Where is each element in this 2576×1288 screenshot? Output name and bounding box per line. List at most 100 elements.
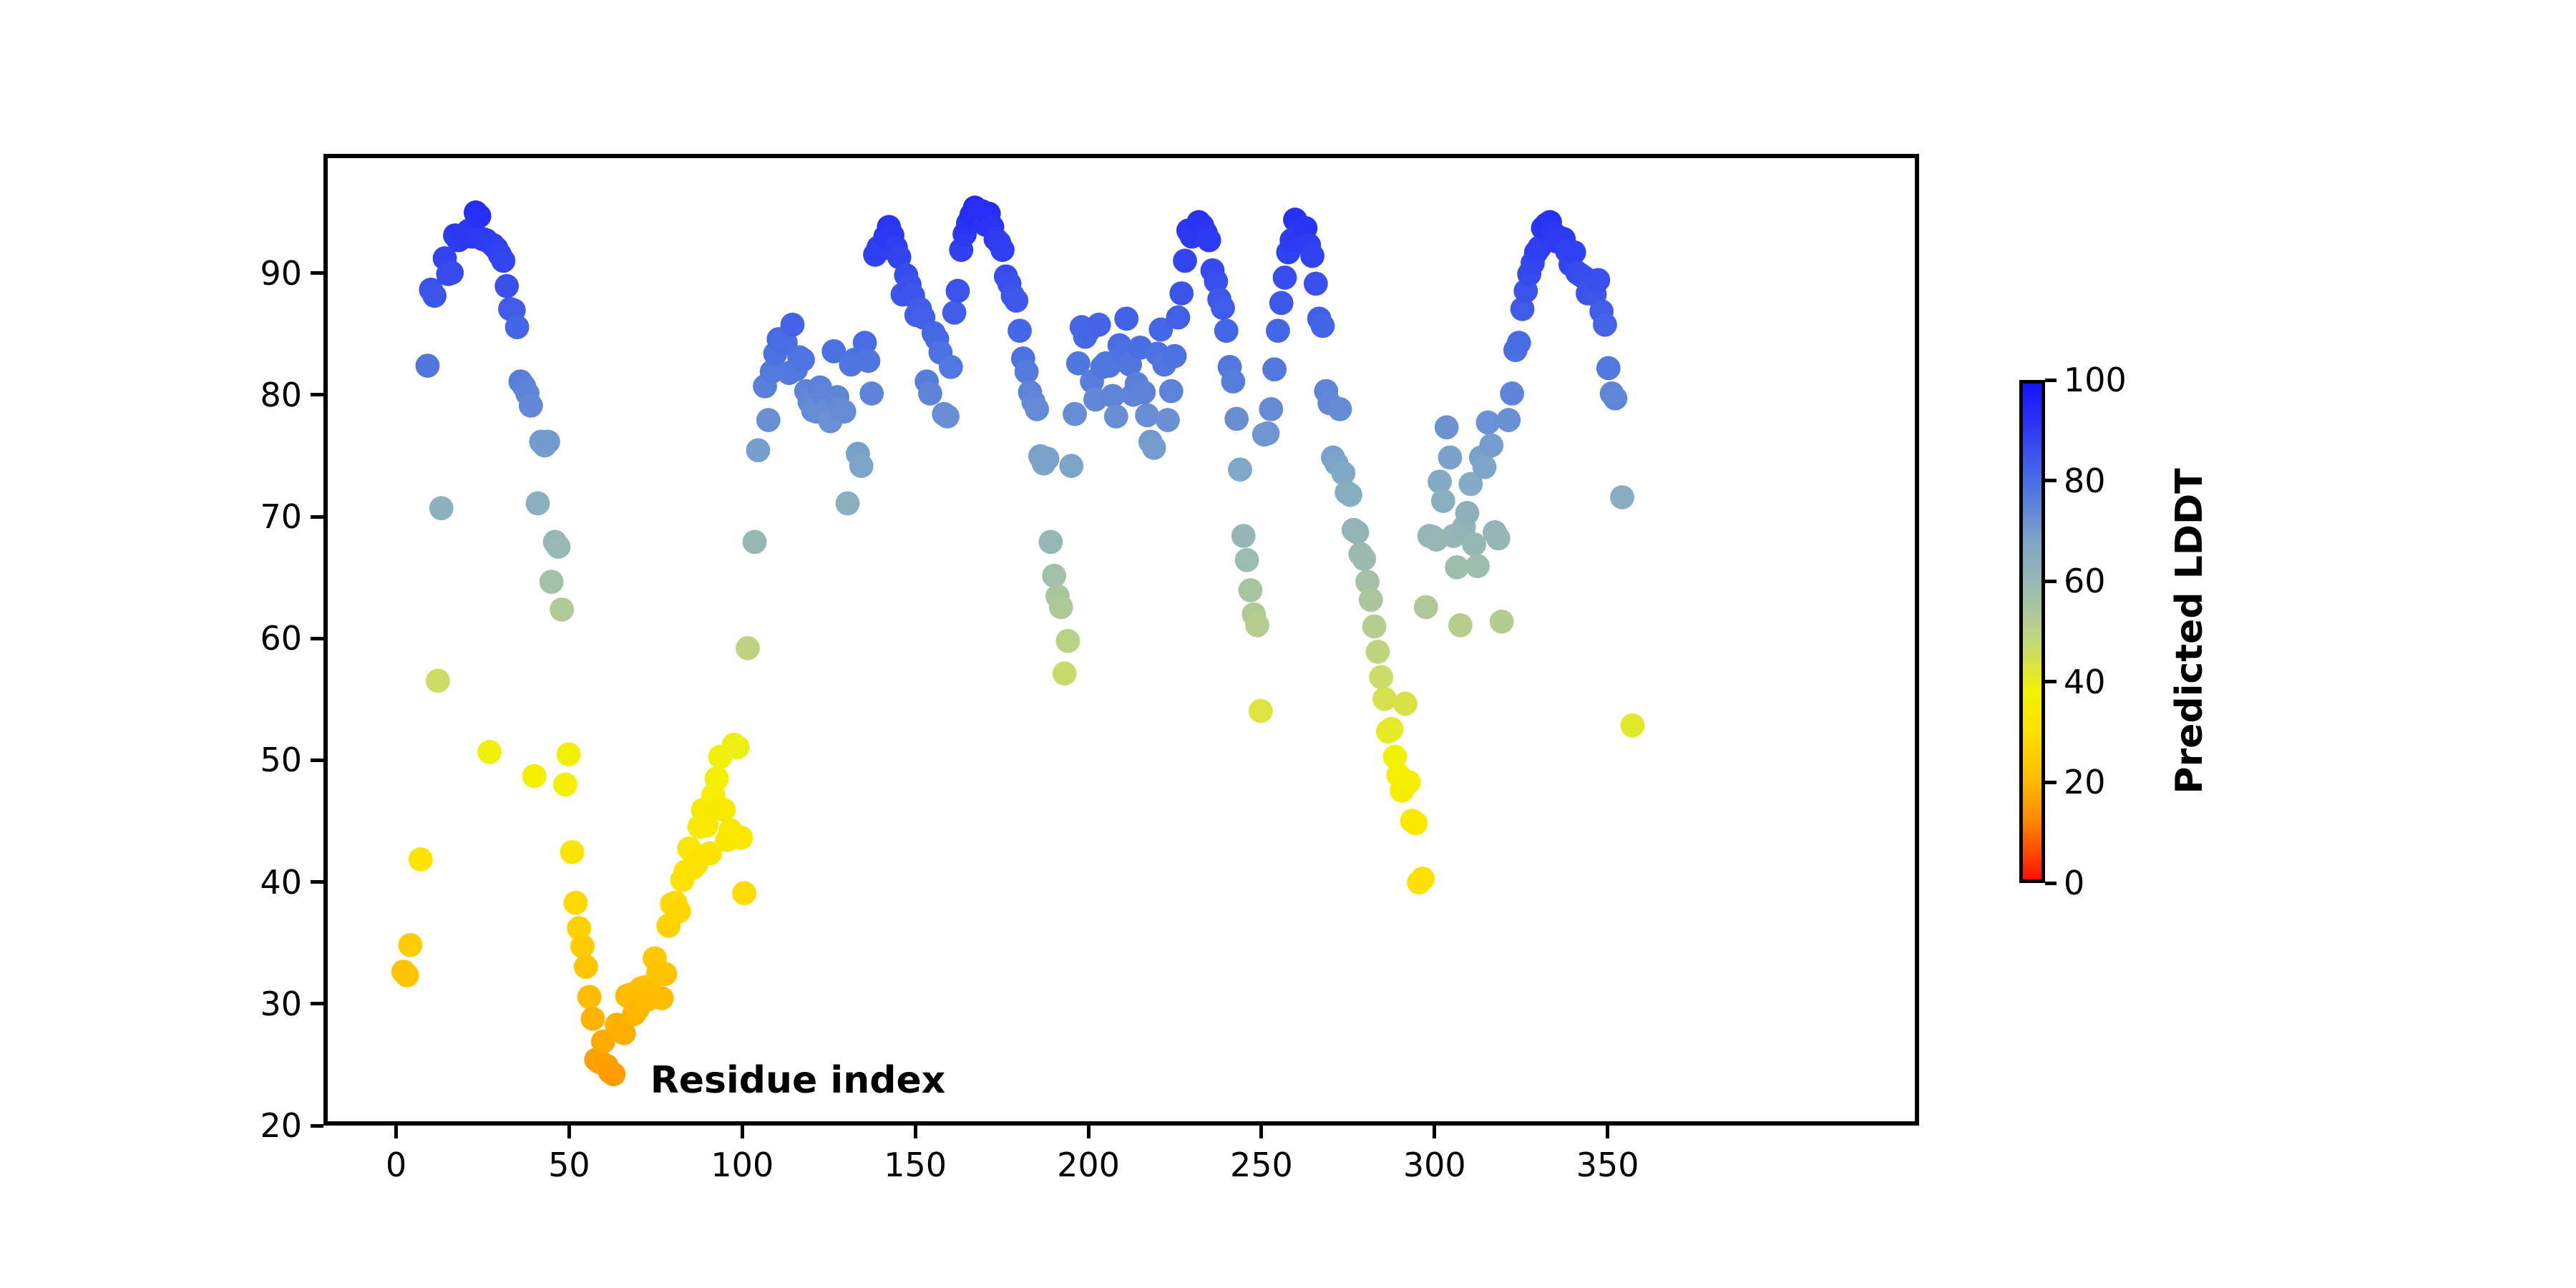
scatter-point [1393,691,1418,716]
scatter-point [1162,343,1187,369]
scatter-point [1173,248,1197,273]
scatter-point [1025,396,1050,421]
scatter-point [1245,613,1269,638]
colorbar [2019,380,2045,883]
scatter-point [666,899,691,924]
scatter-point [1259,396,1284,421]
colorbar-tick-mark [2045,680,2057,684]
scatter-point [694,813,719,838]
scatter-point [1603,386,1628,411]
scatter-point [1462,532,1487,557]
scatter-point [1489,609,1514,634]
scatter-point [1396,770,1421,794]
y-tick-mark [311,514,323,519]
scatter-point [553,772,577,797]
x-tick-label: 150 [884,1146,947,1184]
x-tick-label: 350 [1576,1146,1639,1184]
scatter-point [1586,268,1611,293]
scatter-point [1014,359,1039,384]
scatter-point [1196,228,1221,253]
scatter-point [698,841,722,866]
scatter-point [1403,811,1428,836]
scatter-point [546,535,571,559]
scatter-point [1338,482,1362,507]
scatter-point [1131,380,1156,405]
scatter-point [1506,331,1531,355]
scatter-point [1596,356,1621,381]
colorbar-tick-mark [2045,780,2057,784]
scatter-point [1500,381,1524,406]
scatter-point [1204,269,1229,293]
y-tick-label: 50 [260,741,302,780]
scatter-point [1231,524,1256,548]
scatter-point [1211,296,1235,321]
scatter-point [477,740,502,764]
scatter-point [567,916,592,940]
scatter-point [1048,595,1073,620]
y-tick-mark [311,271,323,275]
scatter-point [1114,306,1139,331]
scatter-point [835,491,860,516]
scatter-point [1008,318,1032,343]
scatter-point [408,847,433,872]
scatter-point [1042,563,1067,588]
scatter-point [1372,686,1397,711]
y-tick-label: 70 [260,497,302,537]
y-tick-mark [311,758,323,762]
colorbar-tick-label: 100 [2064,361,2127,399]
scatter-point [1561,240,1586,265]
colorbar-tick-label: 20 [2064,763,2106,802]
scatter-point [429,496,454,520]
scatter-point [649,986,674,1010]
scatter-point [573,955,598,979]
x-tick-label: 250 [1230,1146,1293,1184]
scatter-point [990,238,1015,263]
scatter-point [563,890,588,915]
scatter-point [422,283,447,308]
scatter-point [1266,318,1290,343]
scatter-point [1362,614,1387,639]
scatter-point [938,354,963,379]
scatter-points-layer [391,195,1645,1087]
scatter-point [518,393,543,418]
scatter-point [732,881,757,906]
scatter-point [1166,305,1191,330]
scatter-point [742,530,767,555]
colorbar-tick-label: 80 [2064,461,2106,500]
scatter-point [1382,744,1407,769]
scatter-point [1248,698,1273,723]
colorbar-tick-label: 60 [2064,562,2106,601]
scatter-point [711,797,736,822]
x-tick-label: 50 [548,1146,590,1184]
scatter-point [1379,716,1404,741]
scatter-point [560,840,585,864]
y-tick-mark [311,636,323,640]
scatter-point [759,359,784,384]
scatter-point [1055,628,1080,653]
scatter-point [1272,265,1297,290]
y-tick-label: 80 [260,375,302,414]
scatter-point [1303,271,1328,296]
x-tick-mark [1259,1126,1264,1138]
x-tick-mark [1086,1126,1091,1138]
x-tick-mark [394,1126,399,1138]
scatter-point [1141,435,1166,460]
scatter-point [570,934,595,959]
x-tick-mark [1606,1126,1610,1138]
scatter-plot-axes [323,154,1919,1126]
y-tick-mark [311,880,323,884]
scatter-point [525,491,550,516]
scatter-point [1269,291,1294,316]
scatter-point [942,301,967,325]
scatter-point [849,454,874,478]
y-tick-label: 90 [260,253,302,293]
x-axis-title: Residue index [650,1059,946,1102]
scatter-point [1438,445,1463,470]
scatter-point [1610,485,1634,509]
scatter-point [887,245,912,270]
scatter-point [1352,547,1377,571]
scatter-point [1101,384,1125,409]
scatter-point [1228,457,1252,482]
scatter-point [725,735,750,759]
